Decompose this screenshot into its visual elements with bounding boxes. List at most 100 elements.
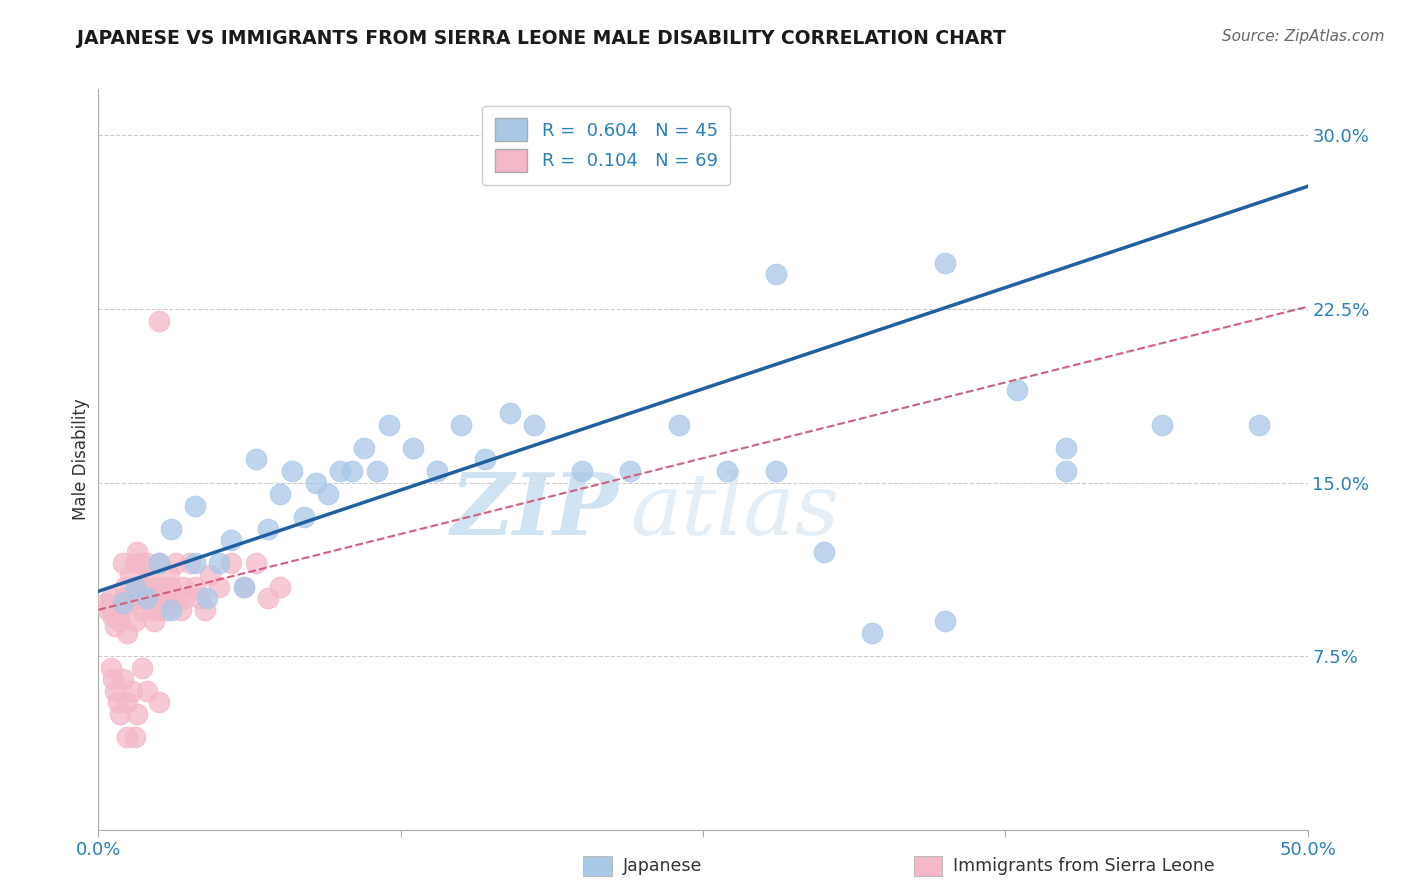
Point [765, 268, 787, 282]
Point [316, 487, 339, 501]
Point [101, 672, 124, 686]
Point [107, 695, 129, 709]
Point [571, 464, 593, 478]
Point [269, 487, 291, 501]
Point [194, 603, 217, 617]
Point [716, 464, 738, 478]
Point [184, 557, 207, 571]
Point [124, 615, 146, 629]
Point [167, 591, 190, 606]
Text: Immigrants from Sierra Leone: Immigrants from Sierra Leone [953, 857, 1215, 875]
Point [148, 695, 170, 709]
Point [111, 672, 134, 686]
Point [245, 452, 267, 467]
Point [256, 522, 278, 536]
Point [1007, 383, 1029, 397]
Point [117, 730, 139, 744]
Point [108, 615, 131, 629]
Point [366, 464, 388, 478]
Point [134, 580, 156, 594]
Point [1152, 417, 1174, 432]
Point [160, 522, 183, 536]
Point [94, 596, 117, 610]
Point [111, 557, 134, 571]
Point [148, 313, 170, 327]
Text: JAPANESE VS IMMIGRANTS FROM SIERRA LEONE MALE DISABILITY CORRELATION CHART: JAPANESE VS IMMIGRANTS FROM SIERRA LEONE… [77, 29, 1007, 47]
Point [108, 706, 131, 721]
Point [305, 475, 328, 490]
Point [208, 580, 231, 594]
Point [121, 683, 143, 698]
Point [118, 596, 141, 610]
Point [179, 557, 201, 571]
Point [474, 452, 496, 467]
Point [101, 609, 124, 624]
Point [100, 660, 122, 674]
Point [232, 580, 254, 594]
Point [104, 683, 127, 698]
Point [127, 545, 149, 559]
Point [117, 626, 139, 640]
Point [117, 591, 139, 606]
Point [141, 603, 163, 617]
Point [184, 499, 207, 513]
Point [107, 603, 129, 617]
Point [138, 573, 160, 587]
Point [245, 557, 267, 571]
Text: Japanese: Japanese [623, 857, 702, 875]
Point [813, 545, 835, 559]
Point [1054, 464, 1077, 478]
Point [498, 406, 520, 420]
Point [765, 464, 787, 478]
Point [148, 557, 170, 571]
Point [426, 464, 449, 478]
Point [860, 626, 883, 640]
Point [124, 580, 146, 594]
Point [160, 580, 183, 594]
Point [155, 580, 177, 594]
Point [184, 580, 207, 594]
Point [145, 580, 167, 594]
Point [523, 417, 546, 432]
Text: Source: ZipAtlas.com: Source: ZipAtlas.com [1222, 29, 1385, 44]
Point [143, 615, 166, 629]
Point [131, 603, 153, 617]
Point [619, 464, 641, 478]
Point [118, 568, 141, 582]
Point [195, 591, 218, 606]
Point [152, 591, 174, 606]
Point [100, 591, 122, 606]
Point [150, 591, 173, 606]
Point [104, 619, 127, 633]
Point [172, 580, 194, 594]
Point [127, 580, 149, 594]
Point [329, 464, 352, 478]
Point [114, 580, 136, 594]
Text: ZIP: ZIP [450, 469, 619, 553]
Point [111, 596, 134, 610]
Point [128, 591, 150, 606]
Point [281, 464, 304, 478]
Point [148, 603, 170, 617]
Point [169, 603, 191, 617]
Point [111, 591, 134, 606]
Point [402, 441, 425, 455]
Point [292, 510, 315, 524]
Point [1054, 441, 1077, 455]
Point [124, 730, 146, 744]
Point [117, 695, 139, 709]
Point [1249, 417, 1271, 432]
Y-axis label: Male Disability: Male Disability [72, 399, 90, 520]
Point [165, 557, 187, 571]
Text: atlas: atlas [630, 470, 839, 552]
Point [157, 568, 180, 582]
Point [221, 533, 243, 548]
Point [160, 603, 183, 617]
Point [135, 683, 157, 698]
Point [232, 580, 254, 594]
Point [934, 615, 956, 629]
Point [934, 256, 956, 270]
Point [198, 568, 221, 582]
Point [97, 603, 120, 617]
Point [162, 591, 184, 606]
